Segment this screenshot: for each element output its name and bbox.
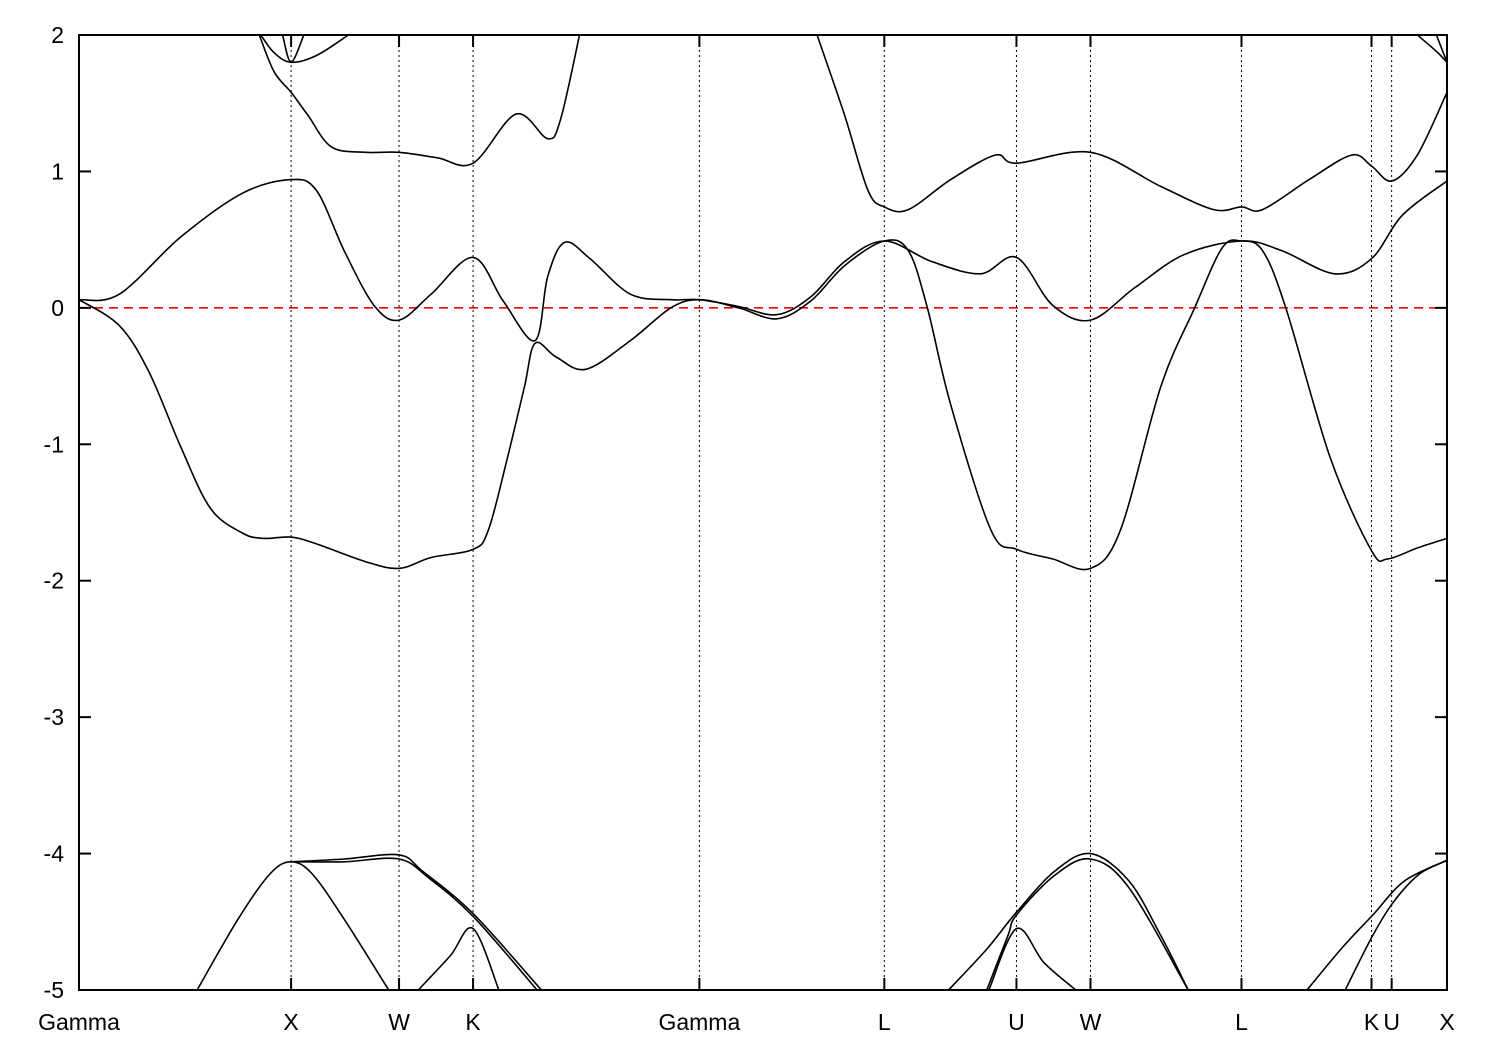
y-tick-label: -3 xyxy=(44,704,64,730)
bands xyxy=(79,35,1447,990)
y-tick-label: -2 xyxy=(44,568,64,594)
x-tick-label: U xyxy=(1008,1009,1025,1035)
band-line xyxy=(988,927,1077,990)
y-tick-label: -1 xyxy=(44,431,64,457)
x-tick-label: W xyxy=(388,1009,410,1035)
band-line xyxy=(816,35,1447,213)
band-line xyxy=(1416,35,1447,63)
x-tick-label: X xyxy=(283,1009,298,1035)
x-tick-label: W xyxy=(1080,1009,1102,1035)
y-tick-label: -5 xyxy=(44,977,64,1003)
x-tick-label: L xyxy=(878,1009,891,1035)
band-line xyxy=(281,35,305,64)
x-tick-label: K xyxy=(1364,1009,1380,1035)
kpoint-gridlines xyxy=(290,35,1393,990)
x-tick-label: X xyxy=(1439,1009,1454,1035)
band-line xyxy=(948,852,1189,990)
x-tick-label: Gamma xyxy=(38,1009,120,1035)
band-line xyxy=(1306,859,1447,990)
y-tick-label: -4 xyxy=(44,841,65,867)
band-line xyxy=(196,860,390,990)
x-tick-label: U xyxy=(1383,1009,1400,1035)
band-line xyxy=(1435,35,1447,63)
plot-frame xyxy=(78,34,1448,991)
x-tick-label: L xyxy=(1235,1009,1248,1035)
y-tick-labels: 2 1 0 -1 -2 -3 -4 -5 xyxy=(44,22,65,1003)
band-line xyxy=(1344,859,1447,990)
band-line xyxy=(260,35,349,64)
band-line xyxy=(417,926,500,990)
band-line xyxy=(986,857,1189,990)
x-tick-labels: Gamma X W K Gamma L U W L K U X xyxy=(38,1009,1455,1035)
x-tick-label: K xyxy=(465,1009,481,1035)
band-line xyxy=(291,857,538,990)
y-tick-label: 0 xyxy=(51,295,64,321)
x-tick-label: Gamma xyxy=(658,1009,740,1035)
band-line xyxy=(79,178,1447,342)
y-tick-label: 1 xyxy=(51,158,64,184)
band-line xyxy=(291,853,542,990)
y-tick-label: 2 xyxy=(51,22,64,48)
band-line xyxy=(258,35,581,167)
